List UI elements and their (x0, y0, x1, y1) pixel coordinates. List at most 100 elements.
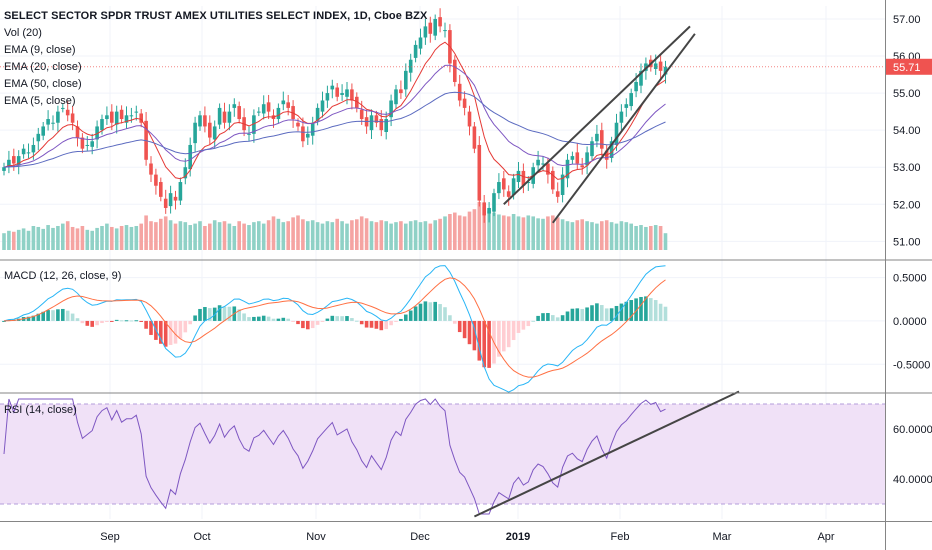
macd-histogram-bar (443, 307, 447, 321)
rsi-line (3, 398, 666, 515)
macd-histogram-bar (310, 320, 315, 329)
candle-body (551, 170, 555, 190)
volume-bar (663, 233, 668, 250)
macd-pane[interactable] (2, 265, 668, 393)
candle-body (90, 141, 94, 147)
candle-body (560, 174, 565, 195)
macd-histogram-bar (624, 301, 629, 321)
symbol-title[interactable]: SELECT SECTOR SPDR TRUST AMEX UTILITIES … (4, 10, 428, 22)
candle-body (629, 93, 633, 107)
macd-histogram-bar (399, 318, 403, 321)
macd-histogram-bar (330, 315, 335, 321)
macd-histogram-bar (609, 308, 614, 321)
candle-body (330, 85, 335, 90)
price-tick-label: 51.00 (893, 236, 921, 248)
last-price-label: 55.71 (893, 62, 921, 74)
trendlines[interactable] (473, 25, 740, 518)
macd-legend-label[interactable]: MACD (12, 26, close, 9) (4, 270, 122, 282)
candle-body (110, 111, 114, 123)
candle-body (129, 115, 134, 117)
volume-bar (80, 226, 85, 250)
macd-histogram-bar (26, 316, 31, 321)
volume-bar (413, 220, 418, 250)
macd-histogram-bar (541, 313, 545, 321)
candle-body (212, 126, 217, 140)
macd-histogram-bar (663, 306, 668, 321)
rsi-legend-label[interactable]: RSI (14, close) (4, 404, 77, 416)
macd-histogram-bar (649, 298, 653, 321)
macd-histogram-bar (266, 316, 271, 321)
candle-body (394, 89, 398, 105)
macd-histogram-bar (56, 309, 60, 321)
volume-bar (355, 219, 359, 250)
volume-bar (16, 229, 21, 250)
rsi-pane[interactable] (3, 398, 666, 515)
legend-ema-5[interactable]: EMA (5, close) (4, 95, 76, 107)
macd-histogram-bar (658, 303, 663, 321)
candle-body (345, 89, 349, 97)
macd-histogram-bar (467, 320, 472, 345)
macd-histogram-bar (90, 320, 94, 327)
volume-bar (575, 220, 580, 250)
macd-histogram-bar (413, 306, 418, 321)
macd-legend: MACD (12, 26, close, 9) (4, 268, 121, 285)
legend-vol[interactable]: Vol (20) (4, 27, 42, 39)
macd-histogram-bar (389, 320, 393, 326)
macd-histogram-bar (227, 306, 232, 321)
candle-body (555, 191, 560, 197)
candle-body (31, 144, 36, 153)
volume-bar (208, 223, 212, 250)
candle-body (281, 100, 286, 105)
macd-histogram-bar (423, 301, 428, 321)
candle-body (320, 100, 325, 112)
volume-bar (531, 216, 535, 250)
main-legend: SELECT SECTOR SPDR TRUST AMEX UTILITIES … (4, 8, 427, 110)
candle-body (36, 133, 41, 142)
volume-bar (301, 219, 305, 250)
legend-ema-9[interactable]: EMA (9, close) (4, 44, 76, 56)
candle-body (46, 119, 50, 125)
time-axis-label: Apr (817, 531, 834, 543)
macd-histogram-bar (502, 320, 506, 352)
macd-histogram-bar (31, 315, 36, 321)
candle-body (173, 196, 178, 201)
macd-histogram-bar (521, 320, 526, 330)
volume-bar (394, 222, 398, 250)
macd-histogram-bar (276, 318, 281, 321)
volume-bar (345, 223, 349, 250)
macd-histogram-bar (384, 320, 388, 330)
candle-body (203, 115, 207, 127)
time-axis-label: Dec (410, 531, 430, 543)
macd-histogram-bar (188, 320, 192, 325)
candle-body (80, 137, 85, 149)
candle-body (546, 163, 550, 175)
candle-body (119, 109, 124, 120)
price-tick-label: 55.00 (893, 88, 921, 100)
legend-ema-50[interactable]: EMA (50, close) (4, 78, 82, 90)
macd-histogram-bar (70, 313, 75, 321)
volume-bar (232, 226, 237, 250)
volume-bar (95, 227, 99, 250)
candle-body (208, 122, 212, 138)
candle-body (227, 111, 232, 123)
candle-body (315, 107, 320, 121)
legend-ema-20[interactable]: EMA (20, close) (4, 61, 82, 73)
candle-body (595, 133, 599, 142)
macd-histogram-bar (600, 305, 604, 321)
candle-body (26, 152, 31, 154)
candle-body (41, 126, 45, 136)
volume-bar (511, 214, 516, 250)
candle-body (374, 115, 379, 123)
time-axis-label: Oct (193, 531, 210, 543)
candle-body (188, 144, 192, 170)
volume-bar (453, 212, 457, 250)
volume-bar (506, 216, 511, 250)
macd-histogram-bar (511, 320, 516, 341)
volume-bar (418, 222, 423, 250)
candle-body (609, 141, 614, 158)
time-axis-label: 2019 (506, 531, 530, 543)
candle-body (639, 70, 643, 86)
candle-body (61, 107, 65, 109)
volume-bar (310, 220, 315, 250)
